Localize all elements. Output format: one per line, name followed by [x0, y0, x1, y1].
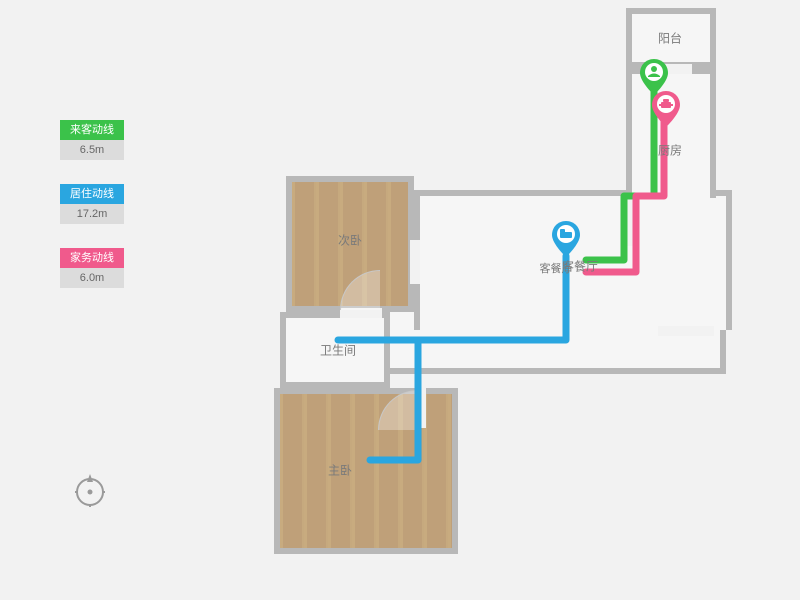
legend-value: 6.0m — [60, 268, 124, 288]
legend-value: 6.5m — [60, 140, 124, 160]
marker-resident-start — [551, 220, 581, 258]
room-label-balcony: 阳台 — [658, 30, 682, 47]
room-label-kitchen: 厨房 — [658, 142, 682, 159]
room-label-bath: 卫生间 — [320, 342, 356, 359]
compass-icon — [70, 470, 110, 510]
movement-paths — [220, 0, 780, 600]
legend-item-resident: 居住动线 17.2m — [60, 184, 124, 224]
marker-housework-start — [651, 90, 681, 128]
floorplan: 阳台厨房次卧客餐厅卫生间主卧 客餐厅 — [220, 0, 780, 600]
legend-item-guest: 来客动线 6.5m — [60, 120, 124, 160]
legend-value: 17.2m — [60, 204, 124, 224]
legend-item-housework: 家务动线 6.0m — [60, 248, 124, 288]
path-resident — [338, 256, 566, 460]
room-label-bed2: 次卧 — [338, 232, 362, 249]
legend-label: 家务动线 — [60, 248, 124, 268]
legend: 来客动线 6.5m 居住动线 17.2m 家务动线 6.0m — [60, 120, 124, 312]
room-label-bed1: 主卧 — [328, 462, 352, 479]
marker-label-resident-start: 客餐厅 — [540, 260, 573, 276]
legend-label: 居住动线 — [60, 184, 124, 204]
legend-label: 来客动线 — [60, 120, 124, 140]
path-guest — [586, 92, 654, 260]
